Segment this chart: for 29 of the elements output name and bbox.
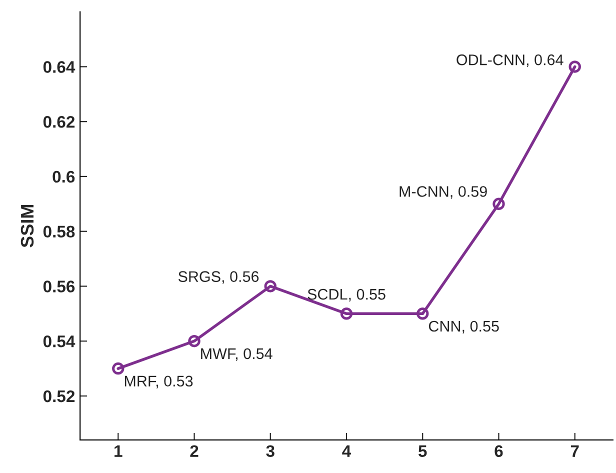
x-tick-label: 7 — [570, 445, 579, 457]
point — [568, 60, 581, 73]
annotation: CNN, 0.55 — [428, 320, 499, 334]
x-tick-label: 5 — [418, 445, 427, 457]
y-tick-label: 0.64 — [43, 61, 76, 73]
x-tick-label: 1 — [114, 445, 122, 457]
point — [492, 198, 505, 210]
y-tick-label: 0.6 — [52, 170, 75, 183]
point — [264, 280, 276, 292]
annotation: MWF, 0.54 — [201, 348, 272, 361]
point — [112, 362, 124, 375]
annotation: SCDL, 0.55 — [308, 288, 386, 302]
y-tick-label: 0.58 — [43, 226, 75, 238]
point — [188, 334, 200, 348]
annotation: M-CNN, 0.59 — [400, 186, 487, 199]
annotation: ODL-CNN, 0.64 — [456, 54, 564, 68]
point — [340, 308, 353, 320]
annotation: MRF, 0.53 — [124, 376, 193, 388]
x-tick-label: 6 — [494, 445, 503, 457]
x-tick-label: 3 — [266, 445, 274, 458]
x-tick-label: 4 — [342, 445, 352, 457]
point — [416, 308, 429, 320]
y-tick-label: 0.52 — [43, 390, 75, 402]
x-tick-label: 2 — [190, 445, 198, 457]
annotation: SRGS, 0.56 — [178, 271, 259, 284]
y-tick-label: 0.62 — [43, 116, 75, 128]
y-tick-label: 0.56 — [43, 280, 75, 292]
y-axis-title: SSIM — [20, 204, 34, 248]
y-tick-label: 0.54 — [43, 336, 76, 348]
